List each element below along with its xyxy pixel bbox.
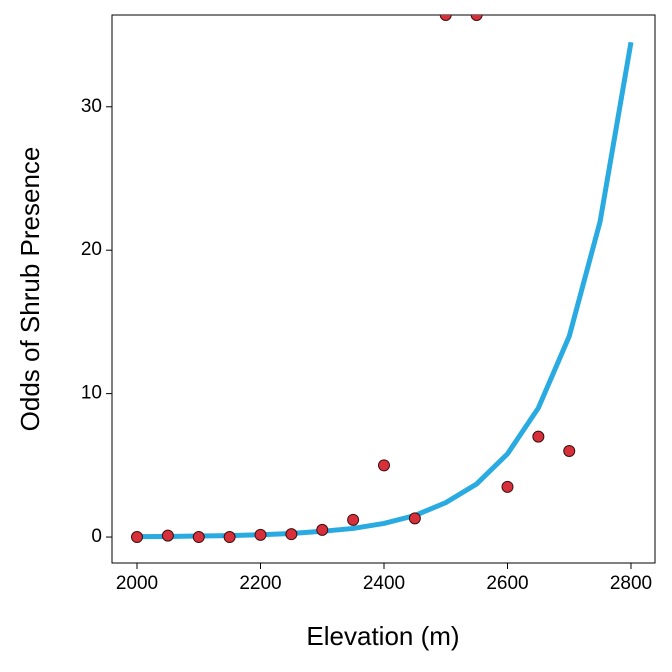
point (563, 444, 576, 457)
point (316, 523, 329, 536)
y-tick-label: 20 (81, 239, 102, 260)
point (347, 513, 360, 526)
x-tick-label: 2000 (116, 573, 158, 594)
point (501, 480, 514, 493)
point (192, 531, 205, 544)
point (131, 531, 144, 544)
fit-line (136, 41, 634, 540)
plot-frame (111, 14, 656, 564)
x-tick-label: 2400 (363, 573, 405, 594)
point (285, 528, 298, 541)
point (223, 531, 236, 544)
point (161, 529, 174, 542)
y-tick-label: 10 (81, 383, 102, 404)
point (254, 528, 267, 541)
x-axis-title: Elevation (m) (306, 621, 459, 651)
x-tick-label: 2800 (610, 573, 652, 594)
x-tick-label: 2600 (486, 573, 528, 594)
y-tick-label: 0 (91, 526, 102, 547)
point (408, 512, 421, 525)
plot-area (131, 15, 634, 544)
x-tick-label: 2200 (239, 573, 281, 594)
y-tick-label: 30 (81, 96, 102, 117)
y-axis-title: Odds of Shrub Presence (15, 147, 45, 432)
point (439, 15, 452, 21)
point (470, 15, 483, 21)
point (377, 459, 390, 472)
point (532, 430, 545, 443)
